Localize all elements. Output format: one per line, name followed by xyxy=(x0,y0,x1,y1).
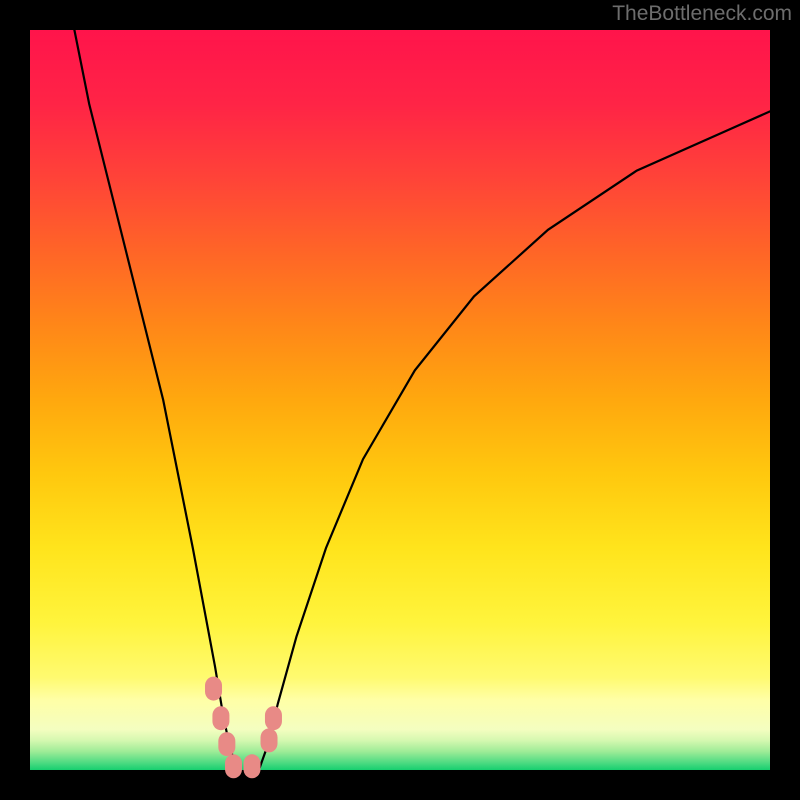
valley-marker xyxy=(244,754,261,778)
valley-marker xyxy=(205,677,222,701)
valley-marker xyxy=(212,706,229,730)
valley-marker xyxy=(218,732,235,756)
valley-marker xyxy=(261,728,278,752)
valley-marker xyxy=(225,754,242,778)
watermark-text: TheBottleneck.com xyxy=(612,2,792,26)
bottleneck-chart xyxy=(0,0,800,800)
valley-marker xyxy=(265,706,282,730)
gradient-background xyxy=(30,30,770,770)
chart-container: TheBottleneck.com xyxy=(0,0,800,800)
